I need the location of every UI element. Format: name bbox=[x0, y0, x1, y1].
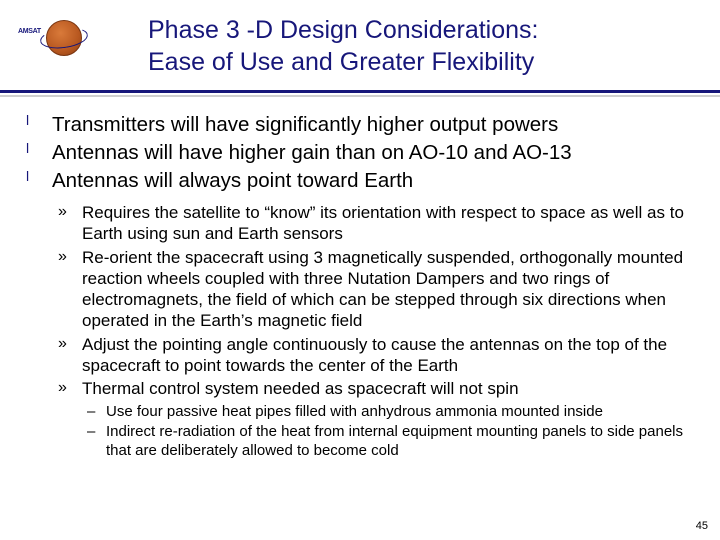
logo-orbit-icon bbox=[39, 25, 89, 51]
slide-body: Transmitters will have significantly hig… bbox=[0, 111, 720, 461]
bullet-level2: Requires the satellite to “know” its ori… bbox=[54, 202, 698, 245]
bullet-text: Use four passive heat pipes filled with … bbox=[106, 403, 603, 420]
bullet-text: Adjust the pointing angle continuously t… bbox=[82, 335, 667, 375]
bullet-level3: Use four passive heat pipes filled with … bbox=[84, 403, 698, 422]
bullet-level2: Re-orient the spacecraft using 3 magneti… bbox=[54, 247, 698, 332]
logo-text: AMSAT bbox=[18, 28, 41, 35]
bullet-text: Indirect re-radiation of the heat from i… bbox=[106, 423, 683, 459]
bullet-level2: Adjust the pointing angle continuously t… bbox=[54, 334, 698, 377]
bullet-level3: Indirect re-radiation of the heat from i… bbox=[84, 423, 698, 461]
bullet-level2: Thermal control system needed as spacecr… bbox=[54, 378, 698, 461]
amsat-logo: AMSAT bbox=[20, 18, 86, 62]
page-number: 45 bbox=[696, 520, 708, 532]
bullet-text: Antennas will have higher gain than on A… bbox=[52, 141, 572, 164]
bullet-level1: Transmitters will have significantly hig… bbox=[22, 111, 698, 138]
slide-title-line2: Ease of Use and Greater Flexibility bbox=[148, 46, 700, 78]
bullet-text: Transmitters will have significantly hig… bbox=[52, 113, 558, 136]
bullet-level1: Antennas will have higher gain than on A… bbox=[22, 139, 698, 166]
bullet-text: Thermal control system needed as spacecr… bbox=[82, 379, 519, 398]
title-block: Phase 3 -D Design Considerations: Ease o… bbox=[104, 14, 700, 78]
slide-title-line1: Phase 3 -D Design Considerations: bbox=[148, 14, 700, 46]
bullet-text: Requires the satellite to “know” its ori… bbox=[82, 203, 684, 243]
header-rule bbox=[0, 90, 720, 93]
slide-header: AMSAT Phase 3 -D Design Considerations: … bbox=[0, 0, 720, 86]
bullet-text: Re-orient the spacecraft using 3 magneti… bbox=[82, 248, 683, 331]
header-rule-shadow bbox=[0, 95, 720, 97]
bullet-level1: Antennas will always point toward Earth … bbox=[22, 167, 698, 461]
bullet-text: Antennas will always point toward Earth bbox=[52, 169, 413, 192]
